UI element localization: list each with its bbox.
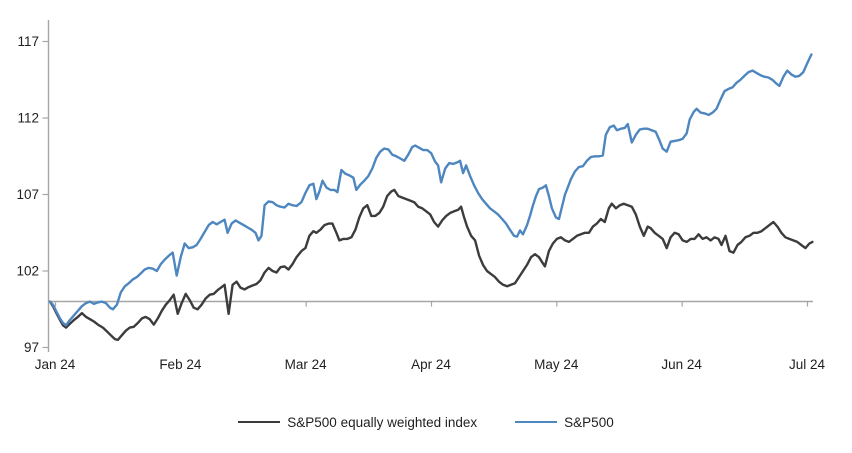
- x-tick-label: Feb 24: [159, 357, 202, 372]
- x-tick-label: Mar 24: [285, 357, 328, 372]
- chart-legend: S&P500 equally weighted index S&P500: [0, 409, 852, 435]
- series-line-sp500: [48, 53, 813, 327]
- x-tick-label: Jul 24: [789, 357, 826, 372]
- x-tick-label: Apr 24: [411, 357, 451, 372]
- x-tick-label: Jan 24: [35, 357, 76, 372]
- series-line-equal-weight: [48, 188, 814, 342]
- y-tick-label: 112: [17, 111, 39, 126]
- y-tick-label: 107: [16, 187, 39, 202]
- legend-label-equal-weight: S&P500 equally weighted index: [287, 414, 478, 430]
- legend-item-equal-weight: S&P500 equally weighted index: [238, 415, 477, 430]
- equal-weight-line-swatch: [238, 421, 281, 423]
- y-tick-label: 117: [17, 34, 39, 49]
- x-tick-label: Jun 24: [661, 357, 702, 372]
- sp500-line-swatch: [515, 421, 558, 423]
- y-tick-label: 102: [16, 264, 39, 279]
- legend-item-sp500: S&P500: [515, 415, 614, 430]
- x-tick-label: May 24: [534, 357, 579, 372]
- y-tick-label: 97: [24, 340, 39, 355]
- legend-label-sp500: S&P500: [564, 414, 614, 430]
